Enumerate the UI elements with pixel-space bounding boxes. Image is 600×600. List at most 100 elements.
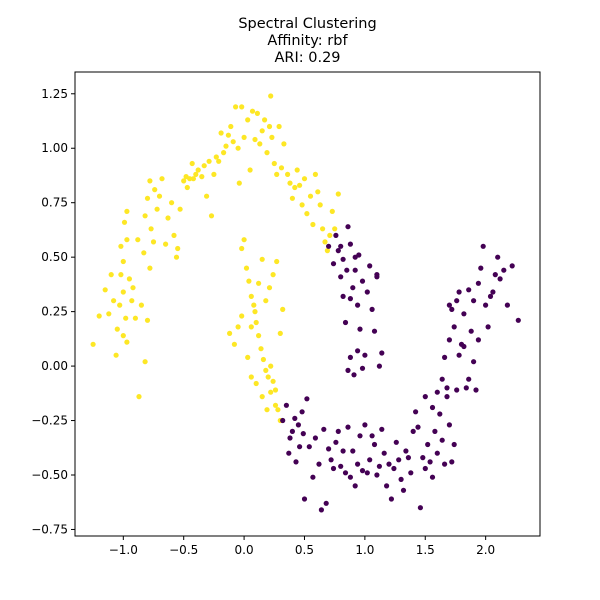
- data-point: [374, 472, 380, 478]
- data-point: [396, 457, 402, 463]
- data-point: [136, 394, 142, 400]
- data-point: [268, 363, 274, 369]
- data-point: [352, 267, 358, 273]
- data-point: [241, 237, 247, 243]
- data-point: [218, 130, 224, 136]
- data-point: [181, 178, 187, 184]
- data-point: [299, 409, 305, 415]
- data-point: [243, 265, 250, 271]
- x-tick-label: 1.5: [416, 543, 435, 557]
- data-point: [446, 302, 452, 308]
- data-point: [357, 433, 363, 439]
- data-point: [413, 409, 419, 415]
- data-point: [230, 139, 236, 145]
- data-point: [451, 441, 457, 448]
- data-point: [335, 248, 341, 254]
- data-point: [330, 261, 337, 267]
- data-point: [351, 372, 357, 378]
- data-point: [345, 424, 351, 430]
- data-point: [300, 431, 306, 437]
- data-point: [376, 463, 382, 469]
- data-point: [272, 402, 279, 408]
- data-point: [256, 280, 262, 286]
- chart-subtitle-ari: ARI: 0.29: [274, 50, 340, 66]
- data-point: [340, 293, 346, 299]
- data-point: [315, 189, 321, 195]
- plot-frame: [74, 71, 541, 537]
- data-point: [434, 450, 440, 456]
- y-tick-label: 1.25: [41, 87, 68, 101]
- data-point: [283, 402, 289, 408]
- data-point: [121, 219, 128, 225]
- data-point: [117, 302, 123, 308]
- data-point: [338, 463, 344, 469]
- data-point: [329, 208, 335, 214]
- data-point: [268, 389, 274, 395]
- data-point: [280, 306, 286, 312]
- data-point: [454, 298, 460, 304]
- data-point: [480, 243, 486, 249]
- data-point: [263, 298, 269, 304]
- data-point: [272, 387, 279, 393]
- data-point: [138, 302, 144, 308]
- data-point: [322, 239, 328, 245]
- data-point: [152, 187, 158, 193]
- data-point: [276, 123, 282, 130]
- data-point: [515, 317, 521, 323]
- data-point: [154, 206, 160, 212]
- x-tick-label: 0.5: [295, 543, 314, 557]
- data-point: [422, 394, 428, 400]
- data-point: [323, 500, 329, 506]
- data-point: [254, 110, 260, 116]
- data-point: [235, 145, 241, 151]
- data-point: [350, 448, 356, 454]
- data-point: [258, 346, 264, 352]
- data-point: [123, 315, 129, 321]
- data-point: [444, 385, 450, 391]
- data-point: [251, 302, 257, 308]
- data-point: [310, 221, 316, 228]
- data-point: [347, 296, 353, 302]
- data-point: [391, 465, 397, 472]
- data-point: [286, 450, 292, 456]
- data-point: [405, 455, 411, 461]
- data-point: [439, 376, 445, 382]
- data-point: [277, 330, 283, 336]
- data-point: [466, 287, 472, 293]
- data-point: [189, 160, 195, 167]
- data-point: [355, 461, 361, 467]
- data-point: [408, 470, 414, 476]
- data-point: [403, 448, 409, 454]
- y-axis: −0.75 −0.50 −0.25 0.00 0.25 0.50 0.75 1.00 1.25: [31, 87, 75, 536]
- data-point: [425, 441, 431, 448]
- data-point: [299, 202, 305, 208]
- data-point: [297, 444, 303, 450]
- data-point: [262, 117, 268, 123]
- data-point: [478, 265, 484, 271]
- data-point: [169, 200, 175, 206]
- x-tick-label: 0.0: [235, 543, 254, 557]
- data-point: [266, 285, 273, 291]
- data-point: [321, 426, 327, 432]
- data-point: [350, 285, 356, 291]
- data-point: [142, 359, 148, 365]
- data-point: [335, 191, 341, 197]
- x-tick-label: −0.5: [169, 543, 198, 557]
- data-point: [236, 180, 242, 186]
- data-point: [347, 354, 353, 360]
- data-point: [274, 171, 280, 177]
- data-point: [374, 272, 380, 278]
- data-point: [333, 232, 339, 238]
- data-point: [475, 280, 481, 286]
- data-point: [165, 215, 171, 221]
- data-point: [297, 182, 303, 188]
- data-point: [289, 195, 295, 201]
- data-point: [359, 365, 366, 371]
- data-point: [379, 350, 385, 356]
- data-point: [265, 374, 271, 380]
- data-point: [483, 302, 489, 308]
- data-point: [271, 160, 277, 167]
- data-point: [306, 444, 312, 450]
- data-point: [216, 158, 222, 164]
